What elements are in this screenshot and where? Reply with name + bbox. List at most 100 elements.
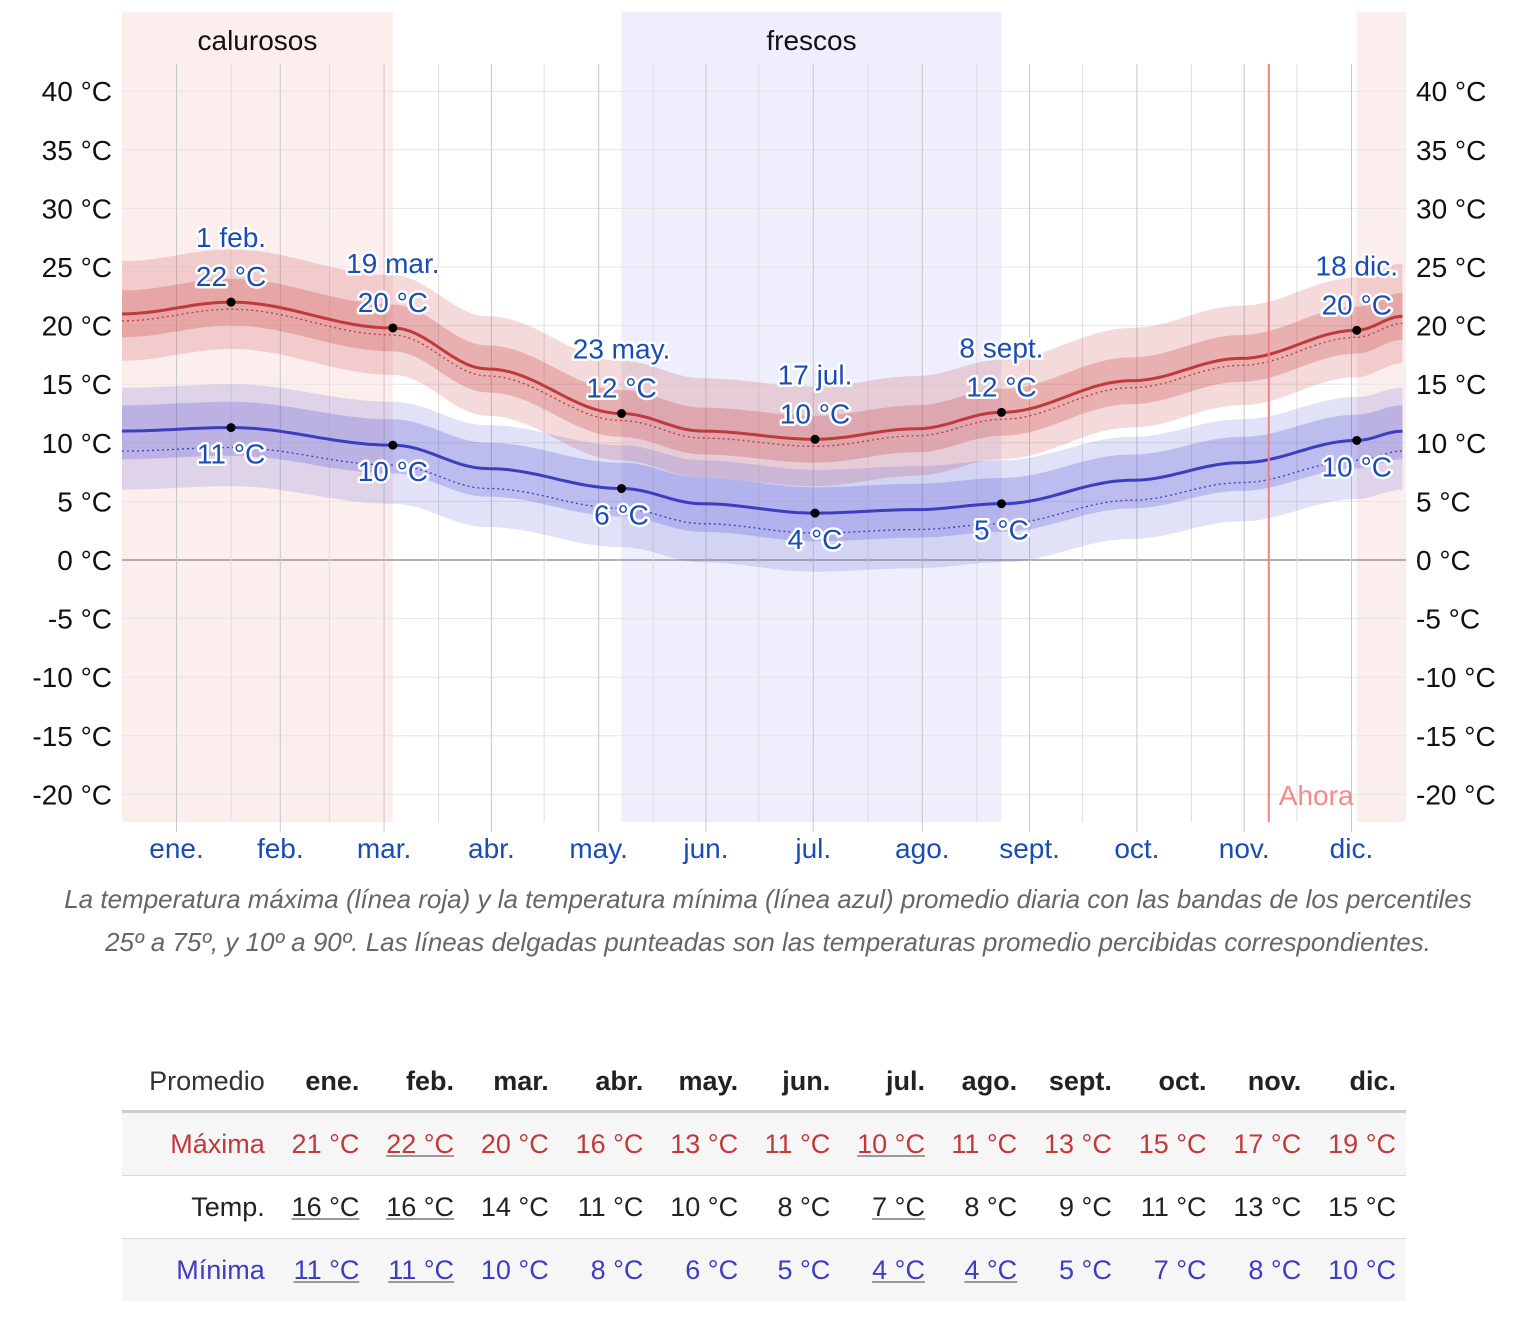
table-cell-value: 11 °C: [293, 1254, 360, 1285]
table-month-header: abr.: [558, 1052, 654, 1113]
table-cell: 16 °C: [558, 1111, 654, 1176]
y-tick-right: 25 °C: [1416, 252, 1486, 283]
table-cell: 5 °C: [1027, 1238, 1122, 1301]
x-tick-label: abr.: [468, 833, 515, 864]
min-band-10-90: [122, 384, 1403, 572]
table-cell: 6 °C: [653, 1238, 749, 1301]
y-tick-left: 15 °C: [42, 369, 112, 400]
table-cell: 10 °C: [840, 1111, 935, 1176]
max-point: [996, 407, 1006, 417]
table-month-header: oct.: [1121, 1052, 1217, 1113]
table-cell: 11 °C: [274, 1238, 370, 1301]
chart-caption: La temperatura máxima (línea roja) y la …: [64, 884, 1472, 957]
min-point: [996, 499, 1006, 509]
table-cell: 11 °C: [1121, 1175, 1217, 1239]
min-point: [388, 440, 398, 450]
min-point: [617, 484, 627, 494]
x-tick-label: ene.: [149, 833, 204, 864]
table-cell: 11 °C: [748, 1111, 841, 1176]
season-band: [1356, 12, 1406, 822]
max-value-label: 22 °C: [196, 261, 266, 292]
table-header-label: Promedio: [122, 1052, 275, 1113]
max-line: [121, 300, 1403, 441]
table-cell: 8 °C: [558, 1238, 654, 1301]
max-date-label: 17 jul.: [778, 359, 853, 390]
series-lines: [121, 64, 1403, 822]
y-tick-right: -20 °C: [1416, 779, 1496, 810]
table-cell: 11 °C: [558, 1175, 654, 1239]
table-cell: 13 °C: [1027, 1111, 1122, 1176]
grid: [122, 64, 1406, 832]
x-tick-label: dic.: [1330, 833, 1374, 864]
max-value-label: 12 °C: [586, 373, 656, 404]
table-month-header: feb.: [369, 1052, 465, 1113]
y-tick-left: -5 °C: [48, 604, 112, 635]
table-cell: 14 °C: [464, 1175, 559, 1239]
table-month-header: nov.: [1216, 1052, 1312, 1113]
axis-labels: 40 °C 40 °C 35 °C 35 °C 30 °C 30 °C 25 °C 25 °C…: [32, 76, 1495, 864]
x-tick-label: oct.: [1114, 833, 1159, 864]
season-label: calurosos: [198, 25, 318, 56]
max-point: [617, 409, 627, 418]
max-date-label: 18 dic.: [1316, 250, 1399, 281]
table-month-header: may.: [653, 1052, 749, 1113]
table-row-label: Mínima: [122, 1238, 275, 1301]
table-cell: 16 °C: [274, 1175, 370, 1239]
y-tick-left: 40 °C: [42, 76, 112, 107]
y-tick-right: -10 °C: [1416, 662, 1496, 693]
y-tick-left: 25 °C: [42, 252, 112, 283]
x-tick-label: jul.: [794, 833, 831, 864]
table-cell: 4 °C: [840, 1238, 935, 1301]
min-value-label: 4 °C: [788, 524, 843, 555]
table-cell-value: 4 °C: [964, 1254, 1018, 1285]
max-band-10-90: [122, 249, 1403, 487]
x-tick-label: jun.: [682, 833, 728, 864]
max-band-25-75: [122, 278, 1403, 463]
max-value-label: 20 °C: [358, 287, 428, 318]
y-tick-left: -15 °C: [32, 721, 112, 752]
y-tick-left: 35 °C: [42, 135, 112, 166]
table-month-header: dic.: [1311, 1052, 1406, 1113]
table-cell: 13 °C: [1216, 1175, 1312, 1239]
table-cell-value: 11 °C: [388, 1254, 455, 1285]
table-cell-value: 16 °C: [291, 1191, 360, 1222]
season-band: [122, 12, 393, 822]
y-tick-left: 0 °C: [57, 545, 112, 576]
table-cell-value: 7 °C: [872, 1191, 925, 1222]
table-cell: 7 °C: [840, 1175, 935, 1239]
max-value-label: 12 °C: [966, 371, 1036, 402]
max-date-label: 19 mar.: [346, 248, 439, 279]
table-cell: 21 °C: [274, 1111, 370, 1176]
annotation-points: [226, 297, 1362, 518]
table-cell: 8 °C: [748, 1175, 841, 1239]
y-tick-left: 20 °C: [42, 311, 112, 342]
table-month-header: mar.: [464, 1052, 559, 1113]
y-tick-right: -5 °C: [1416, 604, 1480, 635]
table-cell: 10 °C: [1311, 1238, 1406, 1301]
table-cell: 9 °C: [1027, 1175, 1122, 1239]
table-month-header: jul.: [840, 1052, 935, 1113]
table-cell: 11 °C: [369, 1238, 465, 1301]
x-tick-label: may.: [569, 833, 628, 864]
max-date-label: 23 may.: [573, 334, 671, 365]
table-cell: 22 °C: [369, 1111, 465, 1176]
table-cell: 5 °C: [748, 1238, 841, 1301]
table-month-header: ene.: [274, 1052, 370, 1113]
max-date-label: 8 sept.: [959, 332, 1043, 363]
x-tick-label: ago.: [895, 833, 950, 864]
y-tick-left: 5 °C: [57, 486, 112, 517]
x-tick-label: nov.: [1219, 833, 1270, 864]
table-cell-value: 10 °C: [857, 1128, 925, 1159]
min-value-label: 5 °C: [974, 515, 1029, 546]
max-point: [810, 434, 820, 444]
table-cell: 7 °C: [1121, 1238, 1217, 1301]
min-point: [226, 423, 236, 433]
y-tick-left: 10 °C: [42, 428, 112, 459]
x-tick-label: mar.: [357, 833, 411, 864]
temperature-chart: calurosos frescos 40 °C 40 °C 35 °C 35 °C 30 …: [32, 12, 1496, 864]
min-line: [121, 426, 1403, 515]
min-value-label: 11 °C: [197, 439, 265, 470]
table-row-label: Temp.: [122, 1175, 275, 1239]
percentile-bands: [122, 249, 1403, 572]
table-cell: 8 °C: [934, 1175, 1028, 1239]
